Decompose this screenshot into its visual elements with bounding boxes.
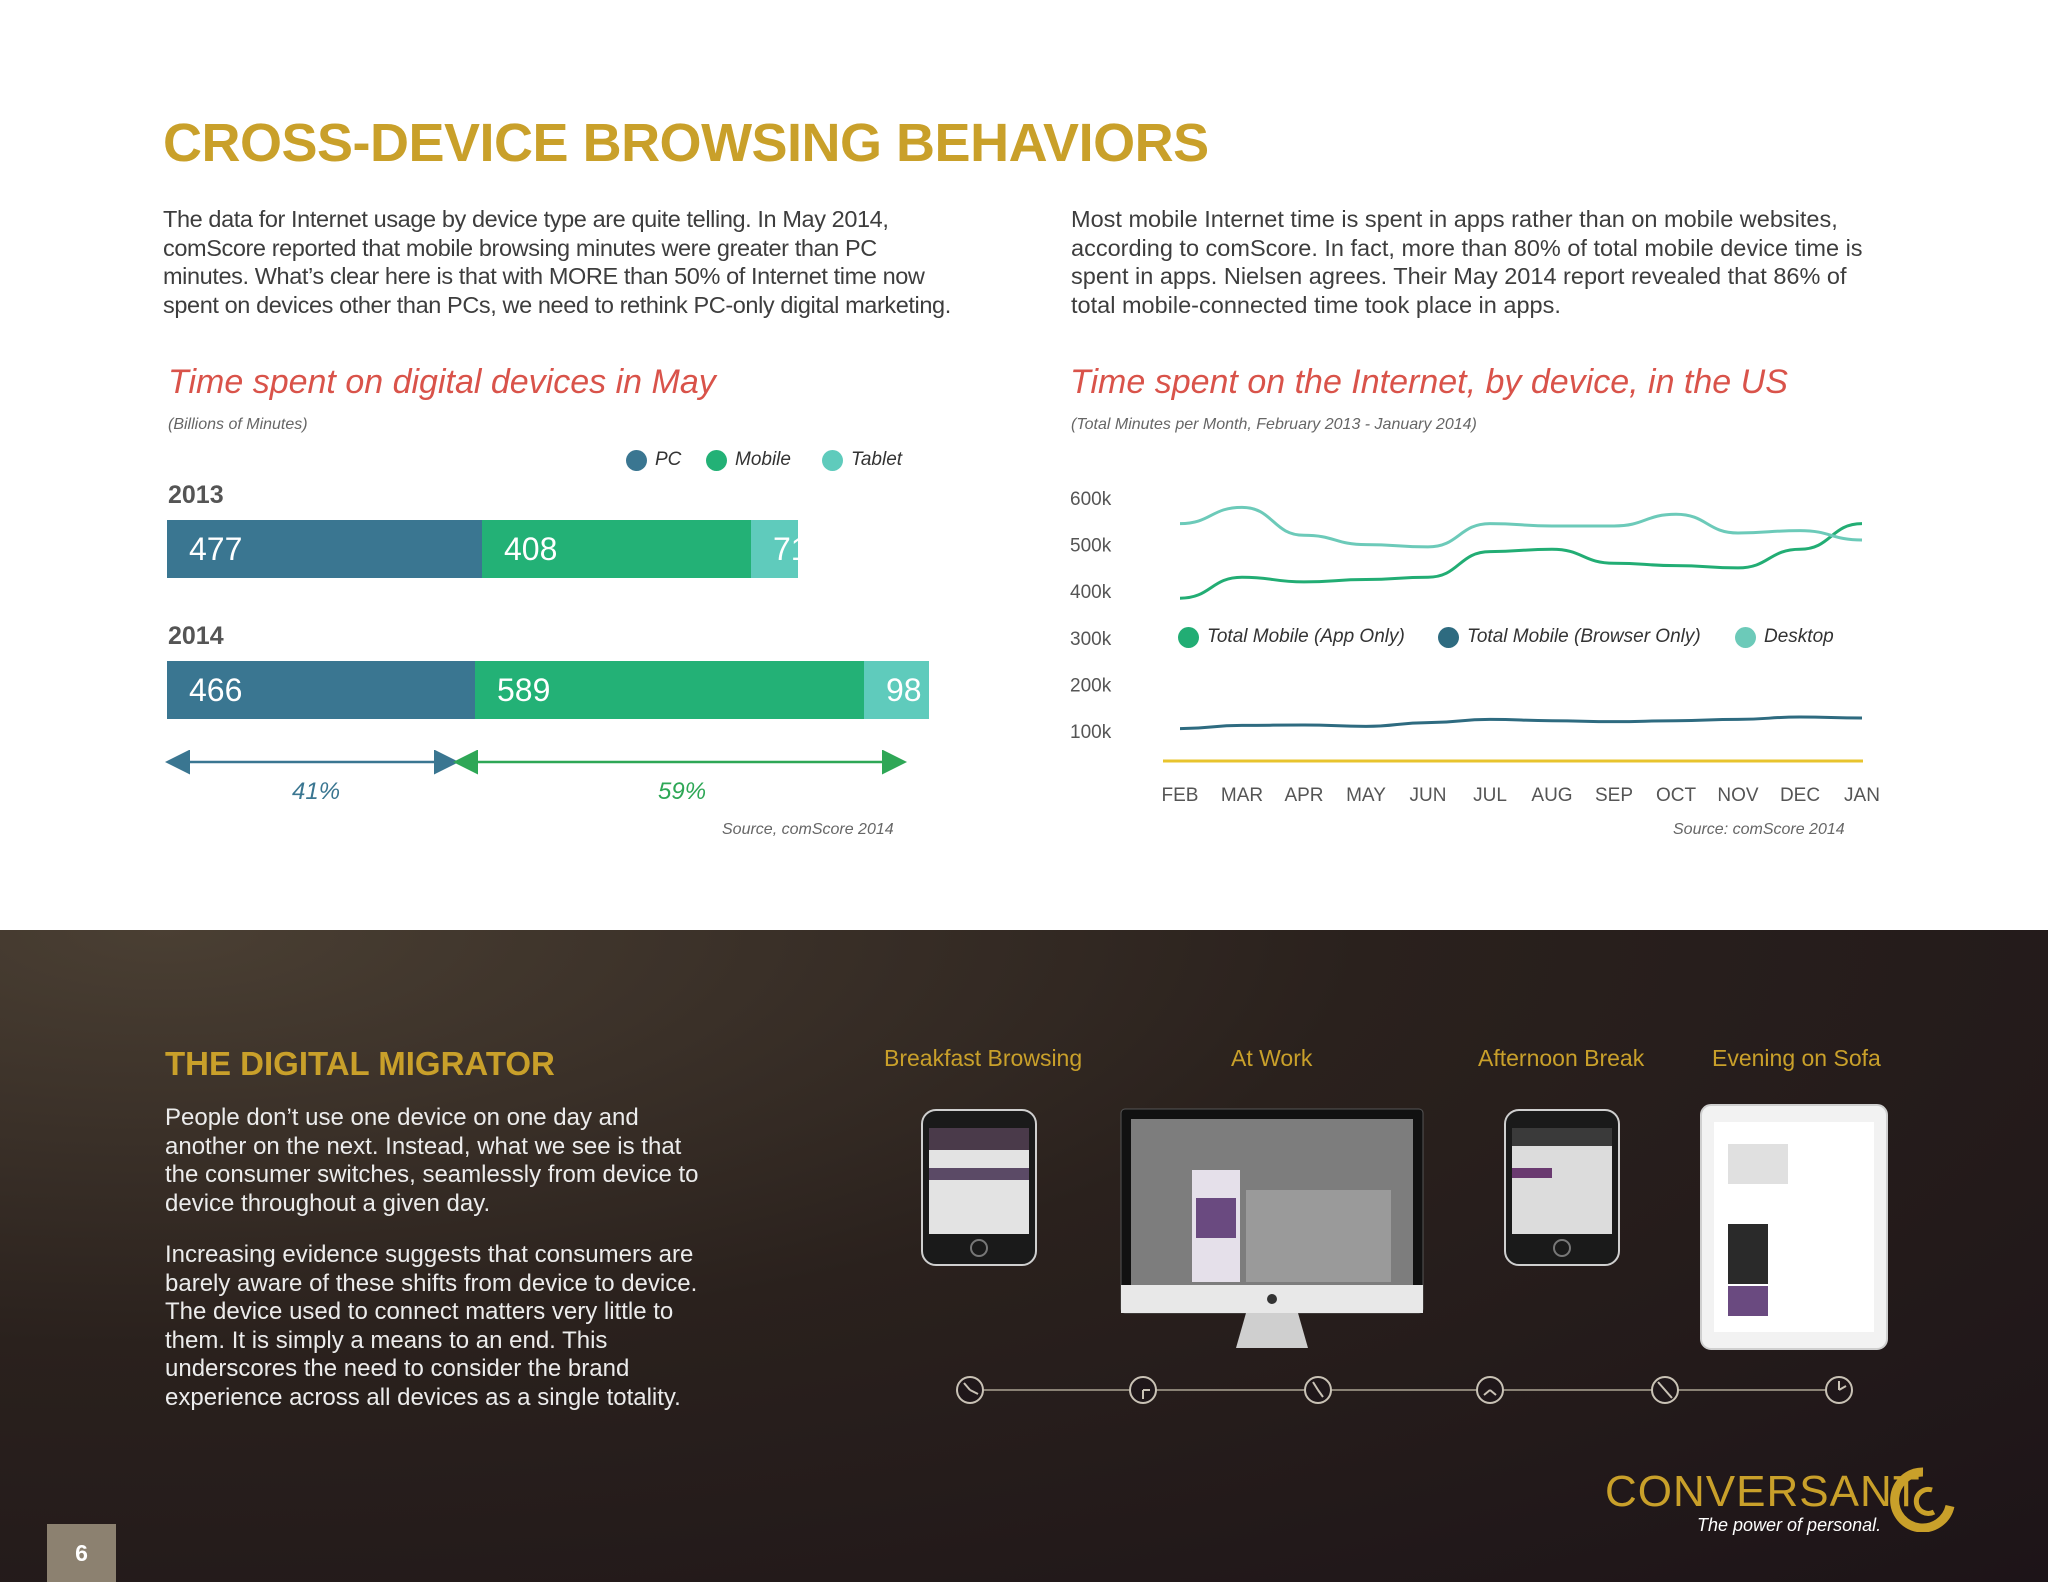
x-tick-label: JAN <box>1844 785 1880 806</box>
migrator-title: THE DIGITAL MIGRATOR <box>165 1045 555 1082</box>
x-tick-label: DEC <box>1780 785 1820 806</box>
legend-label-browser: Total Mobile (Browser Only) <box>1467 626 1701 647</box>
x-tick-label: FEB <box>1162 785 1199 806</box>
legend-desktop: Desktop <box>1735 626 1834 648</box>
bar-pc-2014: 466 <box>167 661 475 719</box>
x-tick-label: MAY <box>1346 785 1386 806</box>
intro-paragraph-right: Most mobile Internet time is spent in ap… <box>1071 206 1863 318</box>
desktop-line <box>1179 505 1863 549</box>
moment-work: At Work <box>1231 1045 1313 1071</box>
tablet-icon <box>1700 1104 1888 1350</box>
legend-label-desktop: Desktop <box>1764 626 1834 647</box>
legend-label-mobile: Mobile <box>735 449 791 470</box>
bar-mobile-2013: 408 <box>482 520 751 578</box>
desktop-monitor-icon <box>1120 1108 1424 1348</box>
legend-pc: PC <box>626 449 681 471</box>
x-tick-label: APR <box>1284 785 1323 806</box>
line-chart-subtitle: (Total Minutes per Month, February 2013 … <box>1071 416 1477 433</box>
intro-paragraph-left: The data for Internet usage by device ty… <box>163 206 951 318</box>
browser-only-line <box>1179 715 1863 731</box>
legend-label-tablet: Tablet <box>851 449 903 470</box>
line-chart-source: Source: comScore 2014 <box>1673 821 1845 838</box>
year-label-2013: 2013 <box>168 481 224 509</box>
bar-row-2014: 466 589 98 <box>167 661 929 719</box>
migrator-paragraph-2: Increasing evidence suggests that consum… <box>165 1241 698 1411</box>
bar-tablet-2014: 98 <box>864 661 929 719</box>
x-tick-label: OCT <box>1656 785 1697 806</box>
bar-tablet-2013: 71 <box>751 520 809 578</box>
legend-dot-app <box>1178 626 1199 648</box>
pc-share-label: 41% <box>292 778 341 805</box>
bar-chart-source: Source, comScore 2014 <box>722 821 894 838</box>
conversant-logo-icon <box>1890 1467 1955 1532</box>
legend-dot-desktop <box>1735 626 1756 648</box>
smartphone-icon <box>1504 1109 1620 1266</box>
app-only-line <box>1179 522 1863 600</box>
y-tick-label: 100k <box>1070 722 1112 743</box>
moment-breakfast: Breakfast Browsing <box>884 1045 1083 1071</box>
legend-label-app: Total Mobile (App Only) <box>1207 626 1405 647</box>
x-tick-label: SEP <box>1595 785 1633 806</box>
y-tick-label: 500k <box>1070 536 1112 557</box>
line-chart-title: Time spent on the Internet, by device, i… <box>1070 363 1788 401</box>
year-label-2014: 2014 <box>168 622 224 650</box>
x-tick-label: JUL <box>1473 785 1507 806</box>
legend-browser-only: Total Mobile (Browser Only) <box>1438 626 1701 648</box>
share-arrows <box>165 750 907 775</box>
bar-row-2013: 477 408 71 <box>167 520 809 578</box>
migrator-paragraph-1: People don’t use one device on one day a… <box>165 1104 699 1217</box>
y-tick-label: 200k <box>1070 675 1112 696</box>
line-chart: 600k 500k 400k 300k 200k 100k FEB MAR APR MAY JUN… <box>1070 489 1880 806</box>
y-tick-label: 600k <box>1070 489 1112 510</box>
top-section: CROSS-DEVICE BROWSING BEHAVIORS The data… <box>163 113 1880 838</box>
bar-pc-2013: 477 <box>167 520 482 578</box>
page-title: CROSS-DEVICE BROWSING BEHAVIORS <box>163 113 1209 173</box>
day-timeline <box>956 1376 1853 1404</box>
legend-label-pc: PC <box>655 449 682 470</box>
digital-migrator-section: THE DIGITAL MIGRATOR People don’t use on… <box>0 930 2048 1582</box>
legend-mobile: Mobile <box>706 449 791 471</box>
x-tick-label: MAR <box>1221 785 1263 806</box>
other-share-label: 59% <box>658 778 707 805</box>
moment-afternoon: Afternoon Break <box>1478 1045 1645 1071</box>
bar-mobile-2014: 589 <box>475 661 864 719</box>
moment-evening: Evening on Sofa <box>1712 1045 1881 1071</box>
legend-dot-mobile <box>706 449 727 471</box>
x-tick-label: AUG <box>1531 785 1572 806</box>
smartphone-icon <box>921 1109 1037 1266</box>
legend-dot-tablet <box>822 449 843 471</box>
legend-tablet: Tablet <box>822 449 902 471</box>
brand-tagline: The power of personal. <box>1697 1515 1882 1535</box>
bar-chart-title: Time spent on digital devices in May <box>168 363 716 401</box>
bar-chart-subtitle: (Billions of Minutes) <box>168 416 308 433</box>
legend-dot-browser <box>1438 626 1459 648</box>
y-tick-label: 400k <box>1070 582 1112 603</box>
brand-logo-text: CONVERSANT <box>1605 1467 1921 1516</box>
y-tick-label: 300k <box>1070 629 1112 650</box>
legend-dot-pc <box>626 449 647 471</box>
page-number: 6 <box>47 1524 116 1582</box>
x-tick-label: NOV <box>1717 785 1759 806</box>
x-tick-label: JUN <box>1410 785 1447 806</box>
legend-app-only: Total Mobile (App Only) <box>1178 626 1405 648</box>
